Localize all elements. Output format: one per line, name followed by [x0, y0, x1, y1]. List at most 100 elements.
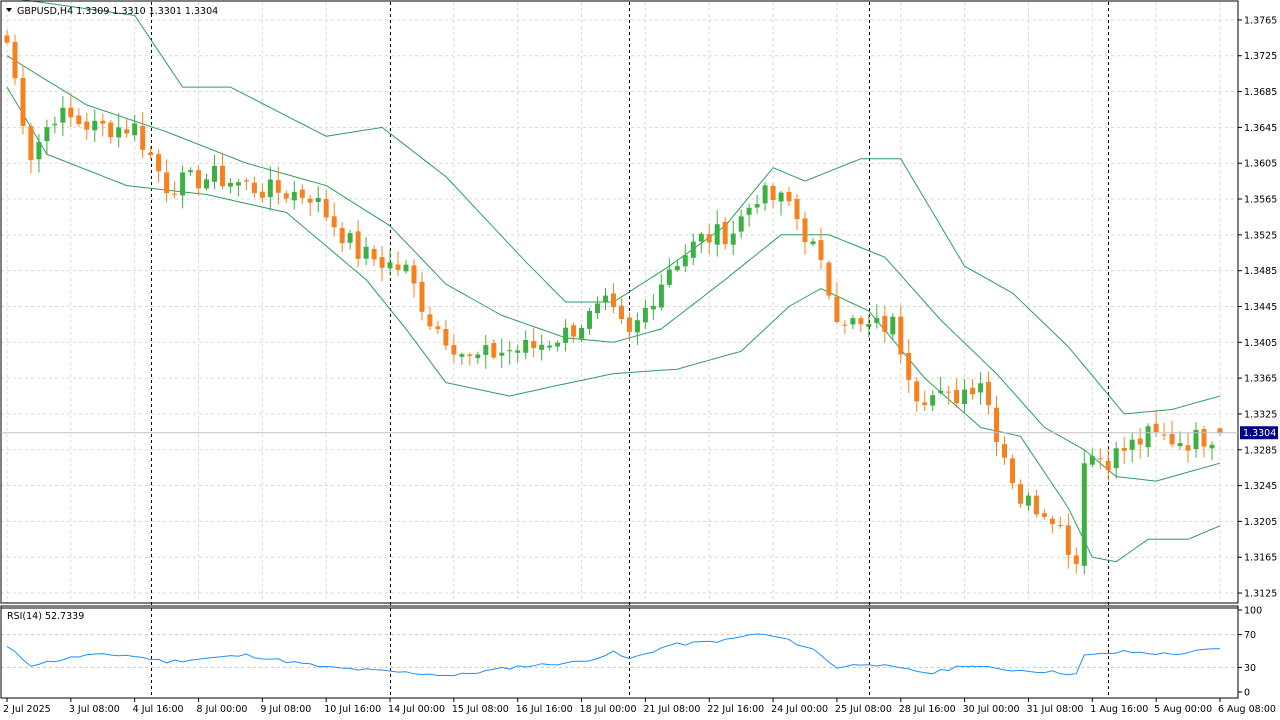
candle-body [387, 262, 393, 269]
candle-body [1185, 445, 1191, 451]
candle-body [962, 389, 968, 404]
time-tick-label: 28 Jul 16:00 [899, 704, 956, 715]
candle-body [419, 281, 425, 312]
band-lower [6, 86, 1221, 563]
candle-body [539, 344, 545, 350]
candle-body [1057, 525, 1063, 526]
candle-body [563, 327, 569, 343]
candle-body [515, 350, 521, 353]
candle-body [866, 324, 872, 327]
candle-body [595, 303, 600, 314]
candle-body [1073, 555, 1079, 564]
time-tick-label: 5 Aug 00:00 [1154, 704, 1212, 715]
band-upper [20, 0, 1221, 415]
candle-body [1105, 460, 1111, 471]
candle-body [259, 191, 265, 198]
candle-body [60, 107, 66, 123]
price-tick-label: 1.3365 [1244, 374, 1277, 385]
candle-body [379, 257, 385, 268]
price-tick-label: 1.3525 [1244, 230, 1277, 241]
candle-body [666, 269, 672, 285]
candle-body [435, 326, 441, 330]
rsi-title: RSI(14) 52.7339 [7, 611, 84, 622]
candle-body [690, 241, 696, 258]
period-separators [151, 2, 1109, 698]
price-tick-label: 1.3125 [1244, 589, 1277, 600]
candle-body [156, 154, 162, 172]
candle-body [307, 198, 313, 203]
candle-body [1065, 525, 1071, 555]
candle-body [1121, 447, 1127, 451]
candle-body [1161, 434, 1167, 436]
candle-body [1025, 495, 1031, 506]
candle-body [1033, 495, 1039, 515]
candle-body [810, 241, 816, 245]
time-tick-label: 6 Aug 08:00 [1218, 704, 1276, 715]
candle-body [954, 389, 960, 404]
candle-body [483, 345, 489, 355]
candle-body [1113, 448, 1119, 469]
candle-body [1041, 513, 1047, 517]
candle-body [132, 123, 138, 136]
candle-body [890, 316, 896, 335]
candle-body [794, 199, 800, 220]
candle-body [786, 191, 792, 202]
collapse-triangle-icon[interactable] [6, 8, 12, 12]
candle-body [531, 341, 537, 348]
rsi-panel-grid [1, 634, 1238, 668]
price-tick-label: 1.3165 [1244, 553, 1277, 564]
rsi-line-group [6, 633, 1220, 677]
candle-body [611, 293, 616, 307]
candle-body [1209, 444, 1215, 449]
candle-body [28, 126, 34, 161]
main-panel-frame [0, 0, 1239, 604]
bollinger-bands [6, 0, 1221, 563]
candle-body [986, 381, 991, 406]
candle-body [906, 353, 912, 380]
candle-body [315, 197, 321, 202]
candle-body [882, 316, 888, 332]
candle-body [403, 264, 409, 272]
candle-body [523, 340, 529, 353]
candle-body [1137, 438, 1143, 445]
candle-body [507, 350, 513, 352]
candle-body [323, 199, 329, 218]
candle-body [898, 316, 904, 355]
candle-body [395, 264, 401, 270]
candle-body [451, 345, 457, 355]
candle-body [555, 342, 561, 347]
time-tick-label: 18 Jul 00:00 [580, 704, 637, 715]
time-tick-label: 14 Jul 00:00 [388, 704, 445, 715]
candle-body [347, 233, 353, 243]
rsi-tick-label: 0 [1244, 688, 1250, 699]
candle-body [124, 129, 130, 134]
time-tick-label: 31 Jul 08:00 [1026, 704, 1083, 715]
candle-body [459, 354, 465, 357]
candle-body [1010, 458, 1015, 483]
band-middle [6, 55, 1221, 482]
candle-body [291, 191, 297, 201]
candle-body [674, 266, 680, 271]
candle-body [499, 352, 505, 356]
current-price-label: 1.3304 [1243, 428, 1276, 439]
candle-body [770, 186, 776, 200]
candle-body [722, 221, 728, 245]
candle-body [1049, 518, 1055, 525]
candle-body [84, 121, 90, 130]
candle-body [68, 107, 74, 118]
candle-body [834, 296, 840, 322]
candle-body [1002, 444, 1007, 458]
candle-body [475, 354, 481, 359]
candle-body [587, 311, 592, 329]
candle-body [547, 345, 553, 348]
time-tick-label: 10 Jul 16:00 [324, 704, 381, 715]
candle-body [682, 255, 688, 267]
price-tick-label: 1.3685 [1244, 87, 1277, 98]
candle-body [339, 228, 345, 244]
candle-body [1129, 439, 1135, 450]
candle-body [243, 180, 249, 182]
candle-body [172, 193, 178, 195]
candle-body [355, 231, 361, 259]
candle-body [20, 78, 26, 126]
